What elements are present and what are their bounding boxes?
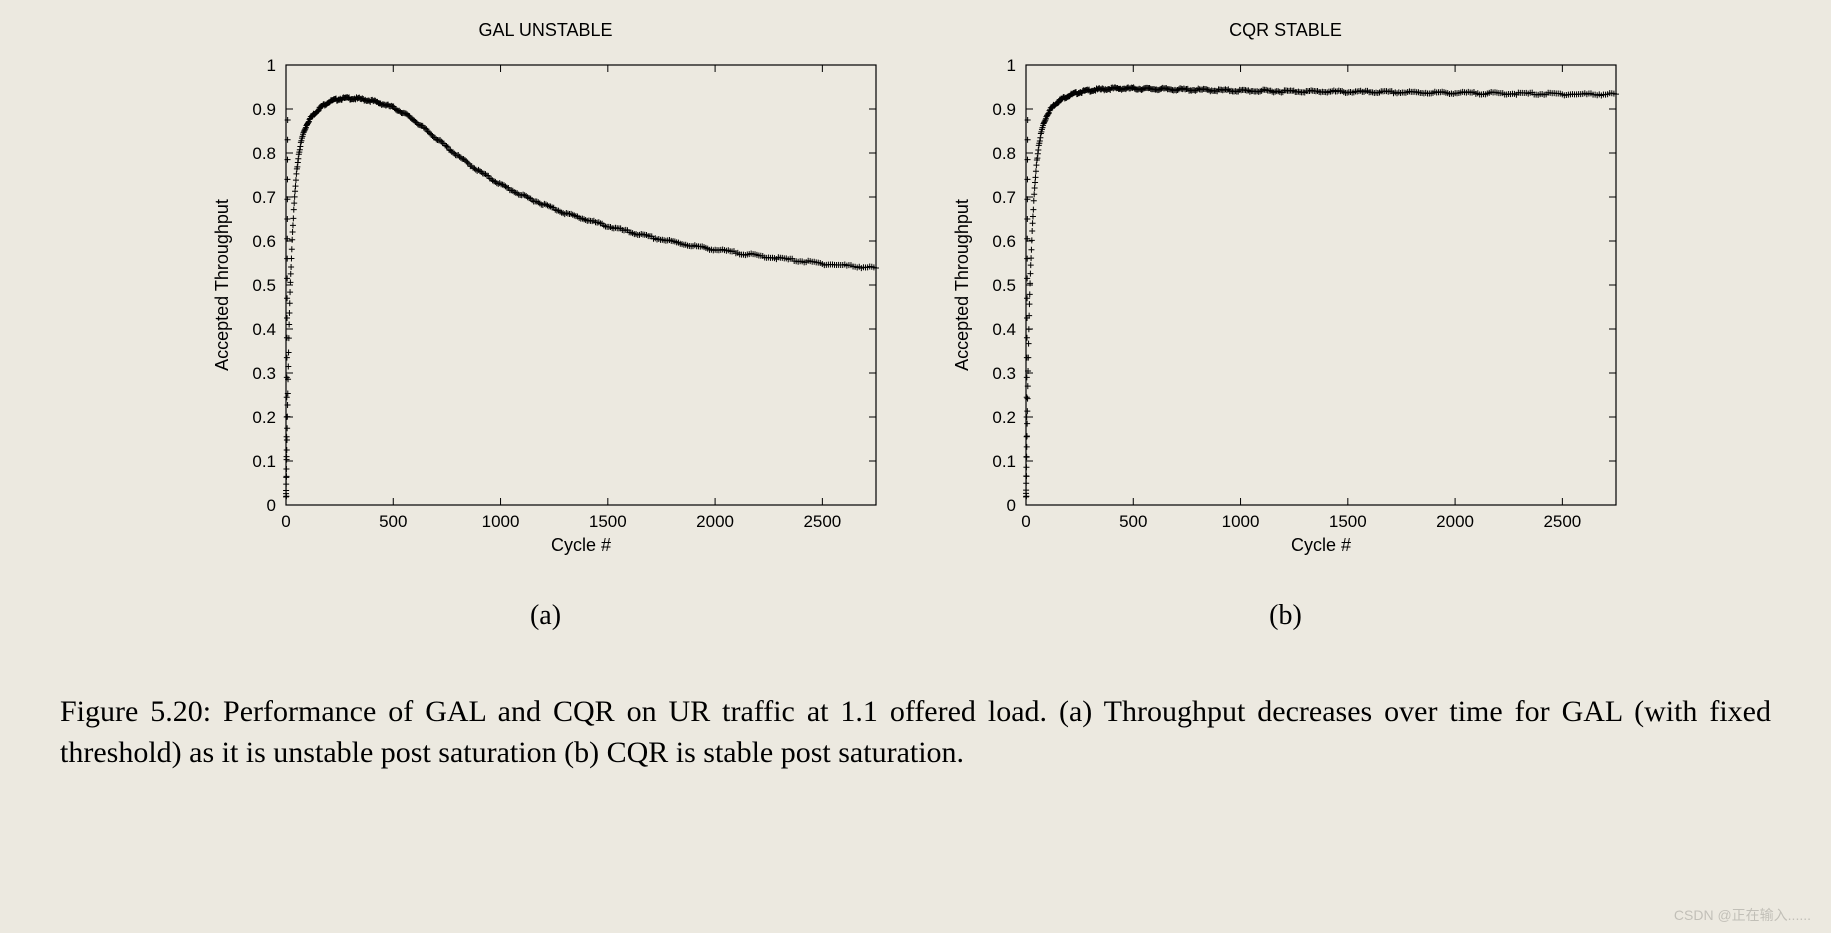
svg-text:0.3: 0.3	[992, 364, 1016, 383]
charts-row: GAL UNSTABLE 0500100015002000250000.10.2…	[40, 20, 1791, 632]
svg-text:0.6: 0.6	[992, 232, 1016, 251]
chart-panel-b: CQR STABLE 0 500 1000 1500 2000 2500 0 0.1 0.2 0.…	[936, 20, 1636, 632]
svg-text:2000: 2000	[696, 512, 734, 531]
svg-text:0: 0	[281, 512, 290, 531]
svg-text:0.4: 0.4	[252, 320, 276, 339]
svg-text:0: 0	[1006, 496, 1015, 515]
chart-panel-a: GAL UNSTABLE 0 500 1000 1500 2000 2500 0 0.1 0.2…	[196, 20, 896, 632]
svg-text:0.9: 0.9	[252, 100, 276, 119]
svg-text:0: 0	[266, 496, 275, 515]
figure-caption: Figure 5.20: Performance of GAL and CQR …	[60, 692, 1771, 773]
figure-container: GAL UNSTABLE 0500100015002000250000.10.2…	[0, 0, 1831, 793]
svg-text:1000: 1000	[481, 512, 519, 531]
svg-text:0.4: 0.4	[992, 320, 1016, 339]
svg-text:2500: 2500	[1543, 512, 1581, 531]
sub-label-b: (b)	[1269, 600, 1302, 632]
chart-title-b: CQR STABLE	[1229, 20, 1342, 41]
sub-label-a: (a)	[530, 600, 561, 632]
svg-text:0.5: 0.5	[252, 276, 276, 295]
chart-svg-b: 0 500 1000 1500 2000 2500 0 0.1 0.2 0.3 0.4 0.5 0.6 0…	[936, 45, 1636, 565]
svg-text:0.7: 0.7	[992, 188, 1016, 207]
chart-title-a: GAL UNSTABLE	[478, 20, 612, 41]
svg-text:Cycle #: Cycle #	[550, 535, 610, 555]
svg-text:0.3: 0.3	[252, 364, 276, 383]
svg-text:0.6: 0.6	[252, 232, 276, 251]
svg-text:0.7: 0.7	[252, 188, 276, 207]
svg-text:0.2: 0.2	[252, 408, 276, 427]
svg-text:1500: 1500	[1328, 512, 1366, 531]
svg-text:0.5: 0.5	[992, 276, 1016, 295]
svg-text:0.1: 0.1	[992, 452, 1016, 471]
svg-text:Cycle #: Cycle #	[1290, 535, 1350, 555]
svg-text:1: 1	[266, 56, 275, 75]
svg-text:0.8: 0.8	[252, 144, 276, 163]
svg-text:0.2: 0.2	[992, 408, 1016, 427]
svg-text:1: 1	[1006, 56, 1015, 75]
svg-text:500: 500	[379, 512, 407, 531]
svg-text:1500: 1500	[588, 512, 626, 531]
svg-text:500: 500	[1119, 512, 1147, 531]
svg-text:2500: 2500	[803, 512, 841, 531]
svg-text:0: 0	[1021, 512, 1030, 531]
chart-svg-a: 0 500 1000 1500 2000 2500 0 0.1 0.2 0.3 0.4 0.5 0.6 0…	[196, 45, 896, 565]
svg-text:0.8: 0.8	[992, 144, 1016, 163]
svg-text:0.9: 0.9	[992, 100, 1016, 119]
svg-text:Accepted Throughput: Accepted Throughput	[212, 199, 232, 371]
chart-b-wrap: 0 500 1000 1500 2000 2500 0 0.1 0.2 0.3 0.4 0.5 0.6 0…	[936, 45, 1636, 570]
svg-text:2000: 2000	[1436, 512, 1474, 531]
svg-text:1000: 1000	[1221, 512, 1259, 531]
watermark-text: CSDN @正在输入......	[1674, 905, 1811, 925]
svg-text:0.1: 0.1	[252, 452, 276, 471]
chart-a-wrap: 0 500 1000 1500 2000 2500 0 0.1 0.2 0.3 0.4 0.5 0.6 0…	[196, 45, 896, 570]
svg-text:Accepted Throughput: Accepted Throughput	[952, 199, 972, 371]
